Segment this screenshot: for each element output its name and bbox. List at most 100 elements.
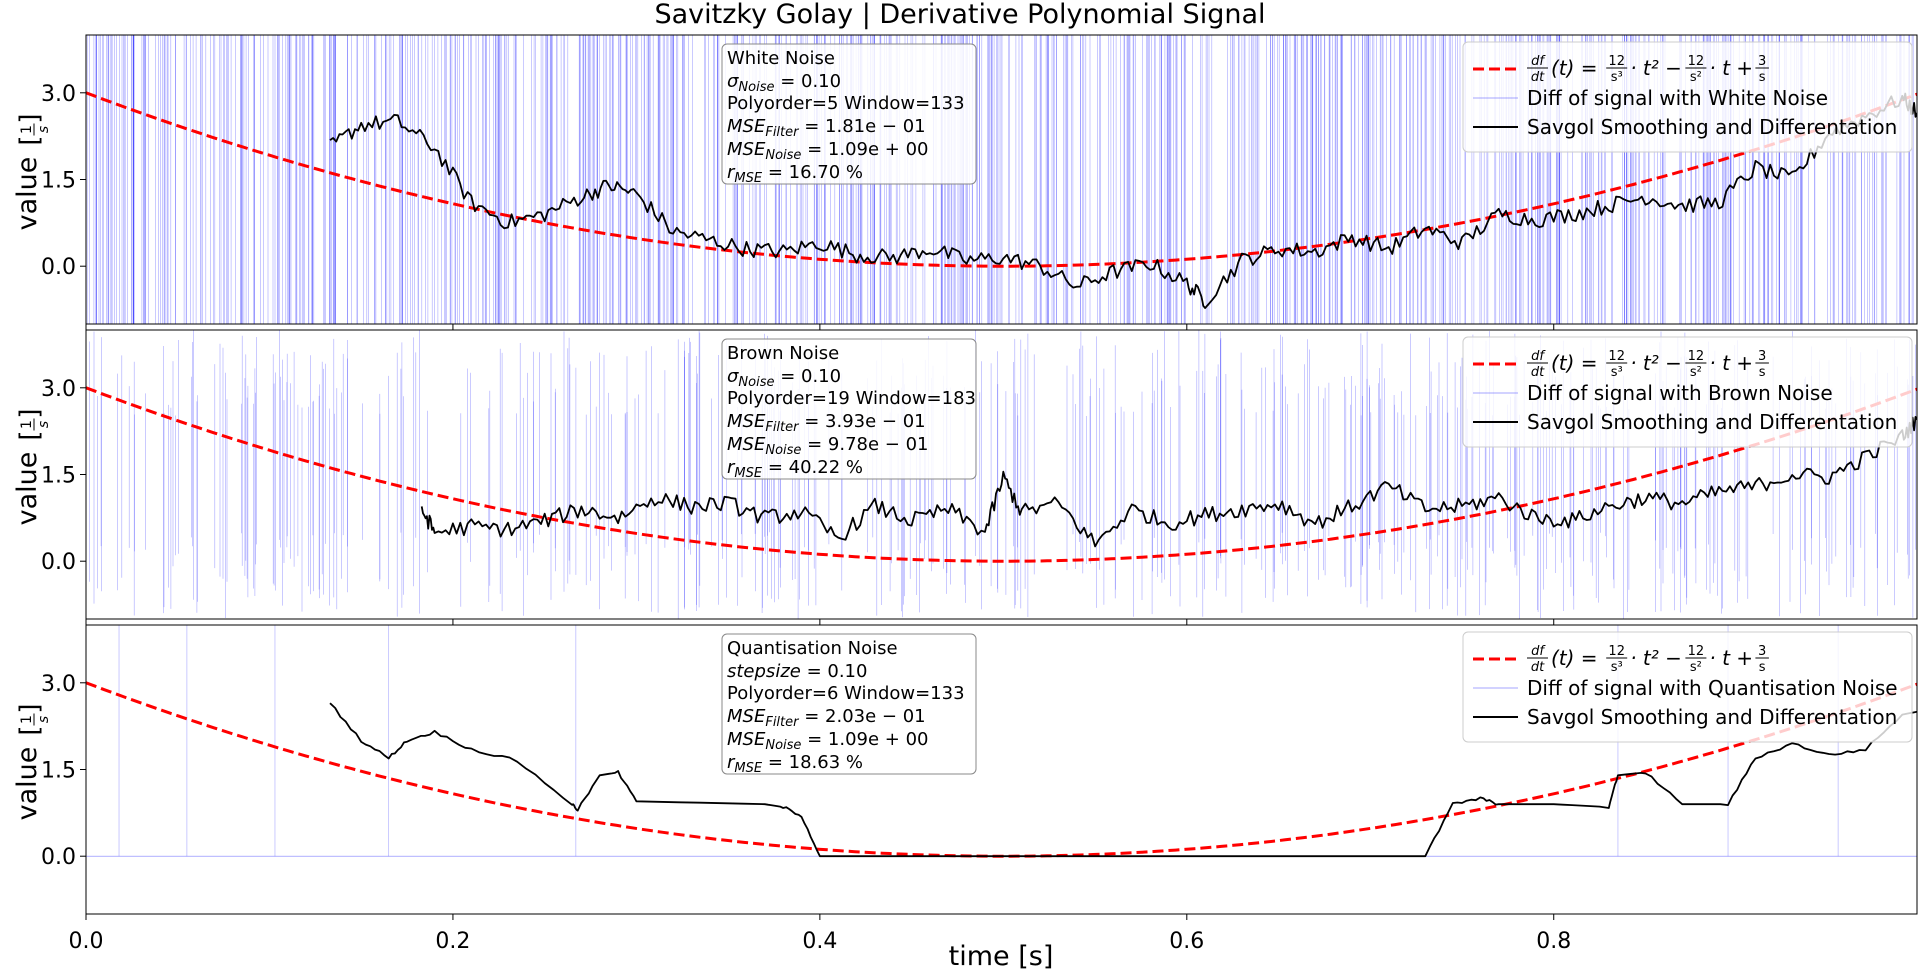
formula-den: s³: [1611, 365, 1623, 380]
savgol-series: [420, 415, 1917, 548]
r-mse-value: = 16.70 %: [762, 162, 863, 183]
mse-noise: MSENoise = 9.78e − 01: [727, 434, 929, 458]
y-unit-bracket-left: [: [15, 725, 45, 735]
noise-param-symbol: σ: [727, 366, 739, 387]
mse-filter-sub: Filter: [765, 125, 800, 140]
mse-noise-value: = 1.09e + 00: [801, 729, 928, 750]
reference-series: [86, 91, 1917, 268]
y-axis-label: value 1 s []: [12, 408, 52, 525]
y-unit-num: 1: [19, 715, 35, 724]
y-unit-num: 1: [19, 125, 35, 134]
formula-num: 3: [1758, 54, 1766, 69]
x-tick-label: 0.0: [69, 929, 104, 954]
formula-text: · t +: [1709, 646, 1753, 670]
r-mse: rMSE = 18.63 %: [727, 752, 863, 776]
r-mse-sym: r: [727, 457, 736, 478]
mse-noise-sub: Noise: [765, 148, 801, 163]
mse-filter-sym: MSE: [727, 411, 766, 432]
mse-noise: MSENoise = 1.09e + 00: [727, 139, 929, 163]
formula-den: s²: [1690, 660, 1702, 675]
noise-name: Brown Noise: [727, 343, 839, 364]
mse-noise-value: = 1.09e + 00: [801, 139, 928, 160]
formula-text: · t² −: [1630, 646, 1682, 670]
savgol-series: [329, 92, 1917, 310]
y-unit-bracket-left: [: [15, 135, 45, 145]
x-tick-label: 0.6: [1169, 929, 1204, 954]
mse-filter: MSEFilter = 2.03e − 01: [727, 706, 926, 730]
poly-window: Polyorder=5 Window=133: [727, 93, 965, 114]
r-mse: rMSE = 16.70 %: [727, 162, 863, 186]
y-unit-bracket-right: ]: [15, 408, 45, 418]
mse-filter: MSEFilter = 3.93e − 01: [727, 411, 926, 435]
formula-den: s: [1759, 365, 1766, 380]
r-mse-value: = 40.22 %: [762, 457, 863, 478]
mse-noise: MSENoise = 1.09e + 00: [727, 729, 929, 753]
formula-num: 3: [1758, 644, 1766, 659]
formula-text: · t² −: [1630, 351, 1682, 375]
r-mse-sym: r: [727, 752, 736, 773]
formula-den: s²: [1690, 365, 1702, 380]
formula-den: s: [1759, 660, 1766, 675]
mse-filter-value: = 2.03e − 01: [799, 706, 926, 727]
y-unit-den: s: [36, 421, 52, 428]
poly-window: Polyorder=6 Window=133: [727, 683, 965, 704]
noise-param-sub: Noise: [738, 375, 774, 390]
formula-den: s³: [1611, 660, 1623, 675]
mse-filter: MSEFilter = 1.81e − 01: [727, 116, 926, 140]
formula-text: · t² −: [1630, 56, 1682, 80]
mse-filter-sym: MSE: [727, 116, 766, 137]
y-tick-label: 1.5: [41, 759, 76, 784]
noise-param-symbol: stepsize: [727, 661, 801, 682]
formula-num: df: [1531, 349, 1546, 364]
noise-param: σNoise = 0.10: [727, 366, 841, 390]
legend-savgol-label: Savgol Smoothing and Differentation: [1527, 115, 1897, 139]
info-box-frame: [721, 43, 977, 185]
mse-filter-value: = 3.93e − 01: [799, 411, 926, 432]
y-unit-bracket-left: [: [15, 430, 45, 440]
y-tick-label: 1.5: [41, 169, 76, 194]
y-tick-label: 3.0: [41, 377, 76, 402]
formula-text: (t) =: [1551, 646, 1598, 670]
formula-den: s²: [1690, 70, 1702, 85]
mse-filter-sub: Filter: [765, 715, 800, 730]
r-mse-sub: MSE: [734, 171, 762, 186]
formula-num: 3: [1758, 349, 1766, 364]
formula-num: 12: [1608, 349, 1625, 364]
formula-den: s³: [1611, 70, 1623, 85]
y-axis-label: value 1 s []: [12, 703, 52, 820]
mse-noise-sub: Noise: [765, 738, 801, 753]
y-tick-label: 3.0: [41, 672, 76, 697]
x-axis-label: time [s]: [949, 941, 1054, 972]
r-mse-value: = 18.63 %: [762, 752, 863, 773]
legend-frame: [1462, 41, 1913, 153]
x-tick-label: 0.2: [435, 929, 470, 954]
y-axis-label: value 1 s []: [12, 113, 52, 230]
info-box-frame: [721, 633, 977, 775]
formula-text: (t) =: [1551, 351, 1598, 375]
noise-param-value: = 0.10: [774, 366, 841, 387]
r-mse-sym: r: [727, 162, 736, 183]
mse-noise-sym: MSE: [727, 139, 766, 160]
mse-noise-sub: Noise: [765, 443, 801, 458]
y-tick-label: 0.0: [41, 845, 76, 870]
r-mse-sub: MSE: [734, 761, 762, 776]
mse-noise-sym: MSE: [727, 434, 766, 455]
mse-noise-sym: MSE: [727, 729, 766, 750]
noise-param-value: = 0.10: [801, 661, 868, 682]
legend-noise-label: Diff of signal with White Noise: [1527, 86, 1828, 110]
formula-num: df: [1531, 54, 1546, 69]
formula-den: s: [1759, 70, 1766, 85]
r-mse: rMSE = 40.22 %: [727, 457, 863, 481]
y-unit-num: 1: [19, 420, 35, 429]
